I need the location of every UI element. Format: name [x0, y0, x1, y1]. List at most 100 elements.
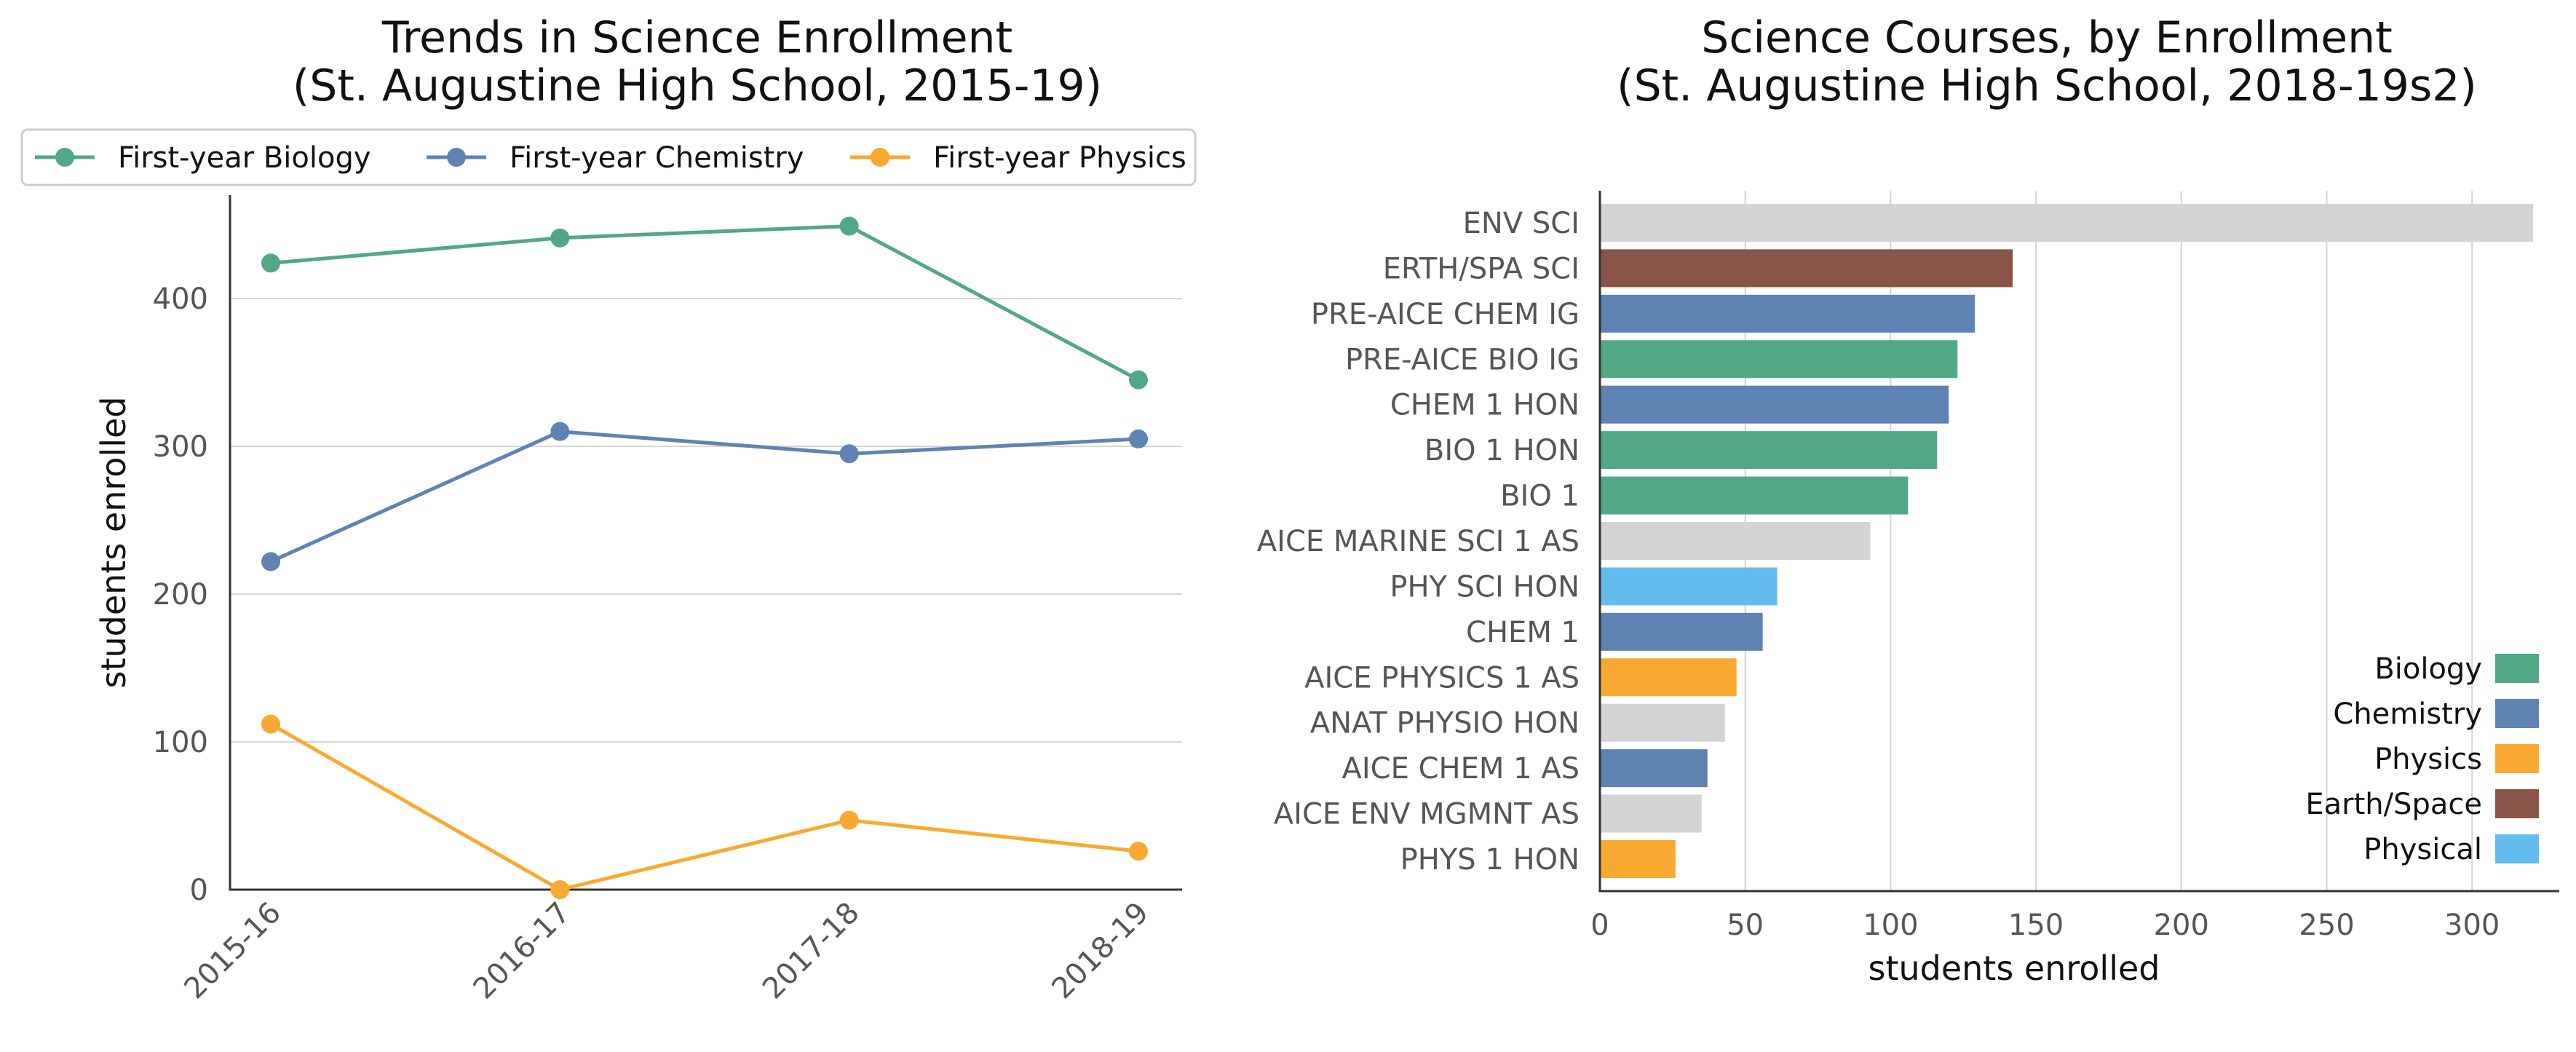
legend-label: First-year Physics — [933, 141, 1186, 175]
bar — [1600, 340, 1958, 379]
bar-chart-bars — [1600, 204, 2534, 878]
category-label: ERTH/SPA SCI — [1383, 252, 1580, 285]
x-tick-label: 100 — [1863, 909, 1918, 942]
legend-entry: First-year Chemistry — [427, 141, 804, 175]
legend-label: First-year Biology — [118, 141, 371, 175]
legend-label: Physical — [2363, 833, 2482, 866]
bar-chart: Science Courses, by Enrollment (St. Augu… — [1257, 12, 2559, 988]
legend-marker — [55, 148, 74, 167]
bar-chart-title: Science Courses, by Enrollment — [1701, 12, 2392, 63]
legend-entry: Chemistry — [2333, 697, 2539, 731]
category-label: BIO 1 — [1500, 480, 1580, 513]
category-label: AICE PHYSICS 1 AS — [1304, 661, 1580, 695]
category-label: AICE MARINE SCI 1 AS — [1257, 525, 1580, 558]
bar — [1600, 431, 1938, 470]
y-tick-label: 200 — [153, 578, 208, 612]
bar — [1600, 658, 1737, 697]
legend-entry: Physical — [2363, 833, 2539, 866]
data-point — [261, 552, 280, 572]
line-chart-y-label: students enrolled — [94, 397, 133, 689]
category-label: BIO 1 HON — [1424, 434, 1580, 467]
x-tick-label: 2015-16 — [178, 896, 288, 1006]
bar-chart-category-labels: ENV SCI ERTH/SPA SCI PRE-AICE CHEM IG PRE-A… — [1257, 207, 1580, 877]
bar — [1600, 840, 1676, 878]
legend-label: Biology — [2374, 652, 2482, 686]
bar — [1600, 249, 2013, 288]
category-label: CHEM 1 HON — [1390, 389, 1580, 422]
data-point — [261, 253, 280, 273]
bar — [1600, 749, 1708, 788]
x-tick-label: 50 — [1727, 909, 1764, 942]
x-tick-label: 2016-17 — [467, 896, 577, 1006]
category-label: PHY SCI HON — [1390, 570, 1580, 604]
data-point — [550, 880, 570, 899]
bar — [1600, 703, 1725, 742]
bar-chart-axes — [1598, 191, 2559, 893]
series-line — [270, 224, 1140, 381]
legend-entry: Earth/Space — [2305, 788, 2539, 821]
x-tick-label: 200 — [2154, 909, 2209, 942]
series-first-year-chemistry — [261, 422, 1148, 572]
legend-label: Earth/Space — [2305, 788, 2482, 821]
line-chart: Trends in Science Enrollment (St. August… — [20, 12, 1197, 1006]
category-label: AICE CHEM 1 AS — [1341, 752, 1580, 786]
data-point — [1129, 370, 1148, 389]
bar-chart-subtitle: (St. Augustine High School, 2018-19s2) — [1617, 60, 2477, 111]
series-line — [269, 430, 1139, 563]
data-point — [839, 216, 859, 236]
series-line — [269, 722, 1139, 892]
legend-label: First-year Chemistry — [510, 141, 804, 175]
line-chart-title: Trends in Science Enrollment — [381, 12, 1012, 63]
x-tick-label: 2018-19 — [1045, 896, 1155, 1006]
x-tick-label: 0 — [1590, 909, 1609, 942]
line-chart-subtitle: (St. Augustine High School, 2015-19) — [293, 60, 1102, 111]
category-label: PHYS 1 HON — [1400, 843, 1580, 877]
bar-chart-x-label: students enrolled — [1868, 949, 2160, 988]
data-point — [261, 714, 280, 734]
series-first-year-biology — [261, 216, 1148, 389]
category-label: PRE-AICE CHEM IG — [1311, 298, 1580, 331]
data-point — [550, 422, 570, 441]
data-point — [1129, 842, 1148, 861]
bar — [1600, 385, 1949, 424]
legend-entry: First-year Physics — [850, 141, 1186, 175]
line-chart-axes — [229, 195, 1182, 891]
legend-marker — [871, 148, 889, 167]
category-label: CHEM 1 — [1466, 616, 1580, 649]
line-chart-series — [261, 216, 1148, 899]
y-tick-label: 300 — [153, 430, 208, 464]
legend-frame — [20, 128, 1197, 186]
x-tick-label: 150 — [2008, 909, 2064, 942]
category-label: ENV SCI — [1463, 207, 1580, 240]
y-tick-label: 100 — [153, 726, 208, 759]
x-tick-label: 250 — [2299, 909, 2354, 942]
legend-swatch — [2495, 789, 2539, 818]
category-label: AICE ENV MGMNT AS — [1274, 798, 1580, 831]
bar — [1600, 294, 1975, 333]
legend-marker — [447, 148, 466, 167]
legend-swatch — [2495, 699, 2539, 728]
y-tick-label: 400 — [153, 282, 208, 316]
data-point — [839, 810, 859, 830]
legend-entry: Biology — [2374, 652, 2539, 686]
legend-label: Chemistry — [2333, 697, 2482, 731]
data-point — [839, 444, 859, 464]
legend-label: Physics — [2374, 743, 2482, 776]
legend-entry: First-year Biology — [35, 141, 371, 175]
bar — [1600, 204, 2534, 242]
line-chart-x-ticks: 2015-16 2016-17 2017-18 2018-19 — [178, 896, 1155, 1006]
data-point — [550, 228, 570, 248]
legend-swatch — [2495, 834, 2539, 863]
legend-entry: Physics — [2374, 743, 2539, 776]
x-tick-label: 2017-18 — [756, 896, 866, 1006]
data-point — [1129, 429, 1148, 448]
bar-chart-x-ticks: 0 50 100 150 200 250 300 — [1590, 909, 2500, 942]
legend-swatch — [2495, 744, 2539, 773]
category-label: ANAT PHYSIO HON — [1310, 707, 1580, 740]
line-chart-gridlines — [230, 298, 1182, 743]
legend-swatch — [2495, 654, 2539, 683]
line-chart-legend: First-year Biology First-year Chemistry Fi… — [20, 128, 1197, 186]
bar — [1600, 794, 1702, 833]
bar — [1600, 612, 1763, 651]
